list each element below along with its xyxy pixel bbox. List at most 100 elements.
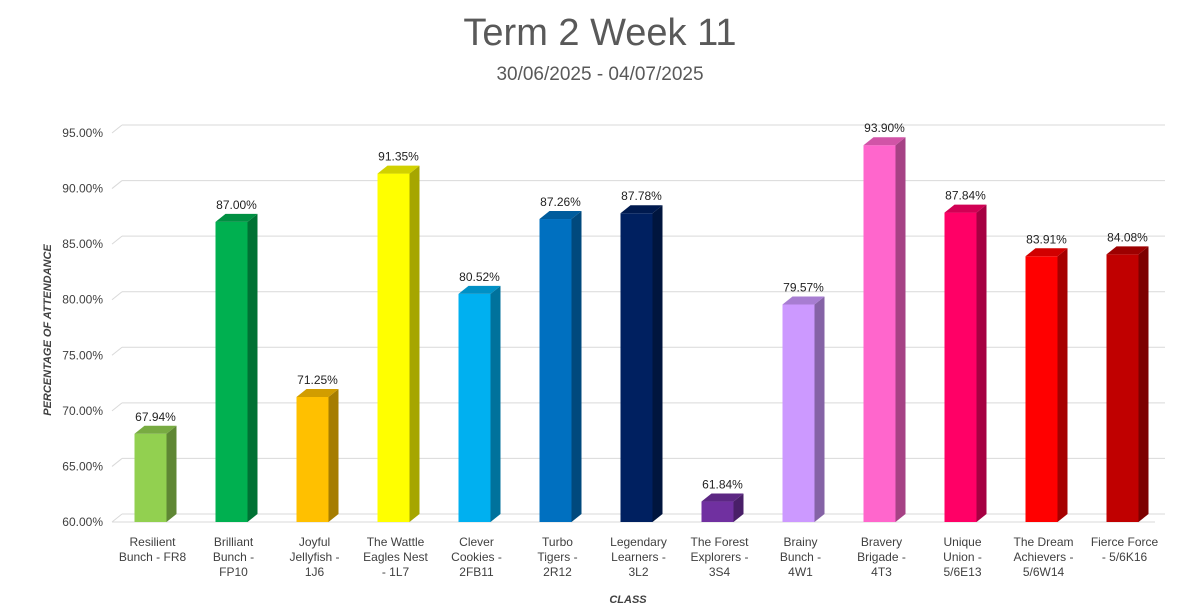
category-label-line: 5/6W14	[1023, 565, 1065, 579]
category-label-line: Explorers -	[690, 550, 748, 564]
bar-top	[215, 213, 258, 222]
y-tick-label: 95.00%	[62, 126, 103, 140]
category-label-line: Unique	[943, 535, 981, 549]
bar	[215, 213, 258, 522]
bar	[539, 211, 582, 522]
y-tick-label: 80.00%	[62, 293, 103, 307]
bar-front	[944, 212, 977, 522]
category-label-line: 2R12	[543, 565, 572, 579]
category-label: Fierce Force - 5/6K16	[1091, 535, 1159, 564]
category-label-line: Tigers -	[537, 550, 577, 564]
x-axis-title: CLASS	[609, 594, 647, 606]
chart-title: Term 2 Week 11	[463, 12, 737, 54]
category-label-line: 1J6	[305, 565, 325, 579]
bar-front	[1025, 256, 1058, 522]
gridline-side	[111, 346, 123, 356]
data-label: 87.00%	[216, 198, 257, 212]
bar	[1025, 248, 1068, 522]
category-label: Resilient Bunch - FR8	[119, 535, 187, 564]
category-label: Brainy Bunch -4W1	[780, 535, 821, 579]
bar-side	[166, 425, 177, 522]
category-label: Bravery Brigade -4T3	[857, 535, 906, 579]
bar-top	[134, 425, 177, 434]
y-tick-label: 75.00%	[62, 348, 103, 362]
gridline-side	[111, 235, 123, 245]
data-label: 93.90%	[864, 121, 905, 135]
category-label-line: Fierce Force	[1091, 535, 1159, 549]
category-label: Turbo Tigers -2R12	[537, 535, 577, 579]
category-label-line: Clever	[459, 535, 494, 549]
bar-front	[377, 173, 410, 522]
y-tick-label: 70.00%	[62, 404, 103, 418]
category-label-line: Bunch -	[213, 550, 254, 564]
bar-side	[409, 165, 420, 522]
category-label-line: Eagles Nest	[363, 550, 428, 564]
category-label-line: Union -	[943, 550, 982, 564]
bar-top	[944, 204, 987, 213]
y-axis-title: PERCENTAGE OF ATTENDANCE	[42, 244, 54, 416]
bar-top	[620, 205, 663, 214]
category-label-line: Resilient	[129, 535, 176, 549]
data-label: 61.84%	[702, 478, 743, 492]
bar-front	[782, 304, 815, 522]
x-axis-categories: Resilient Bunch - FR8 Brilliant Bunch -FP10…	[119, 535, 1159, 579]
bar-side	[976, 204, 987, 522]
category-label-line: The Forest	[690, 535, 749, 549]
category-label-line: Bravery	[861, 535, 902, 549]
bar-top	[782, 296, 825, 305]
gridline-side	[111, 513, 123, 523]
bar-front	[1106, 254, 1139, 523]
bar	[863, 137, 906, 522]
bar-side	[1138, 246, 1149, 523]
bar	[944, 204, 987, 522]
bar-front	[539, 219, 572, 522]
bar-front	[458, 293, 491, 522]
category-label-line: 2FB11	[459, 565, 494, 579]
category-label: The Dream Achievers -5/6W14	[1013, 535, 1073, 579]
category-label-line: Cookies -	[451, 550, 502, 564]
bar-top	[1106, 246, 1149, 255]
data-label: 84.08%	[1107, 230, 1148, 244]
category-label: The Forest Explorers -3S4	[690, 535, 749, 579]
bar-side	[490, 285, 501, 522]
bar-side	[247, 213, 258, 522]
data-label: 87.84%	[945, 189, 986, 203]
bar-front	[701, 501, 734, 522]
bar-front	[215, 221, 248, 522]
y-tick-label: 60.00%	[62, 515, 103, 529]
category-label-line: 3L2	[628, 565, 648, 579]
bar-side	[328, 388, 339, 522]
data-label: 71.25%	[297, 373, 338, 387]
category-label: The Wattle Eagles Nest - 1L7	[363, 535, 428, 579]
bar-top	[539, 211, 582, 220]
bar-top	[1025, 248, 1068, 257]
y-tick-label: 85.00%	[62, 237, 103, 251]
category-label-line: Bunch -	[780, 550, 821, 564]
category-label-line: Learners -	[611, 550, 666, 564]
y-tick-label: 65.00%	[62, 459, 103, 473]
data-label: 80.52%	[459, 270, 500, 284]
category-label-line: 3S4	[709, 565, 731, 579]
category-label-line: - 5/6K16	[1102, 550, 1148, 564]
bar	[620, 205, 663, 522]
category-label-line: - 1L7	[382, 565, 410, 579]
category-label-line: 5/6E13	[943, 565, 981, 579]
bar-side	[895, 137, 906, 522]
bars	[134, 137, 1149, 523]
category-label-line: The Wattle	[367, 535, 425, 549]
category-label-line: Achievers -	[1013, 550, 1073, 564]
category-label: Brilliant Bunch -FP10	[213, 535, 254, 579]
category-label: Legendary Learners -3L2	[610, 535, 667, 579]
bar-top	[701, 493, 744, 502]
data-label: 87.78%	[621, 189, 662, 203]
bar-top	[296, 388, 339, 397]
bar-side	[571, 211, 582, 522]
bar	[134, 425, 177, 522]
bar-top	[863, 137, 906, 146]
category-label-line: Legendary	[610, 535, 667, 549]
category-label-line: FP10	[219, 565, 248, 579]
data-label: 87.26%	[540, 195, 581, 209]
data-label: 79.57%	[783, 280, 824, 294]
category-label: Joyful Jellyfish -1J6	[289, 535, 339, 579]
